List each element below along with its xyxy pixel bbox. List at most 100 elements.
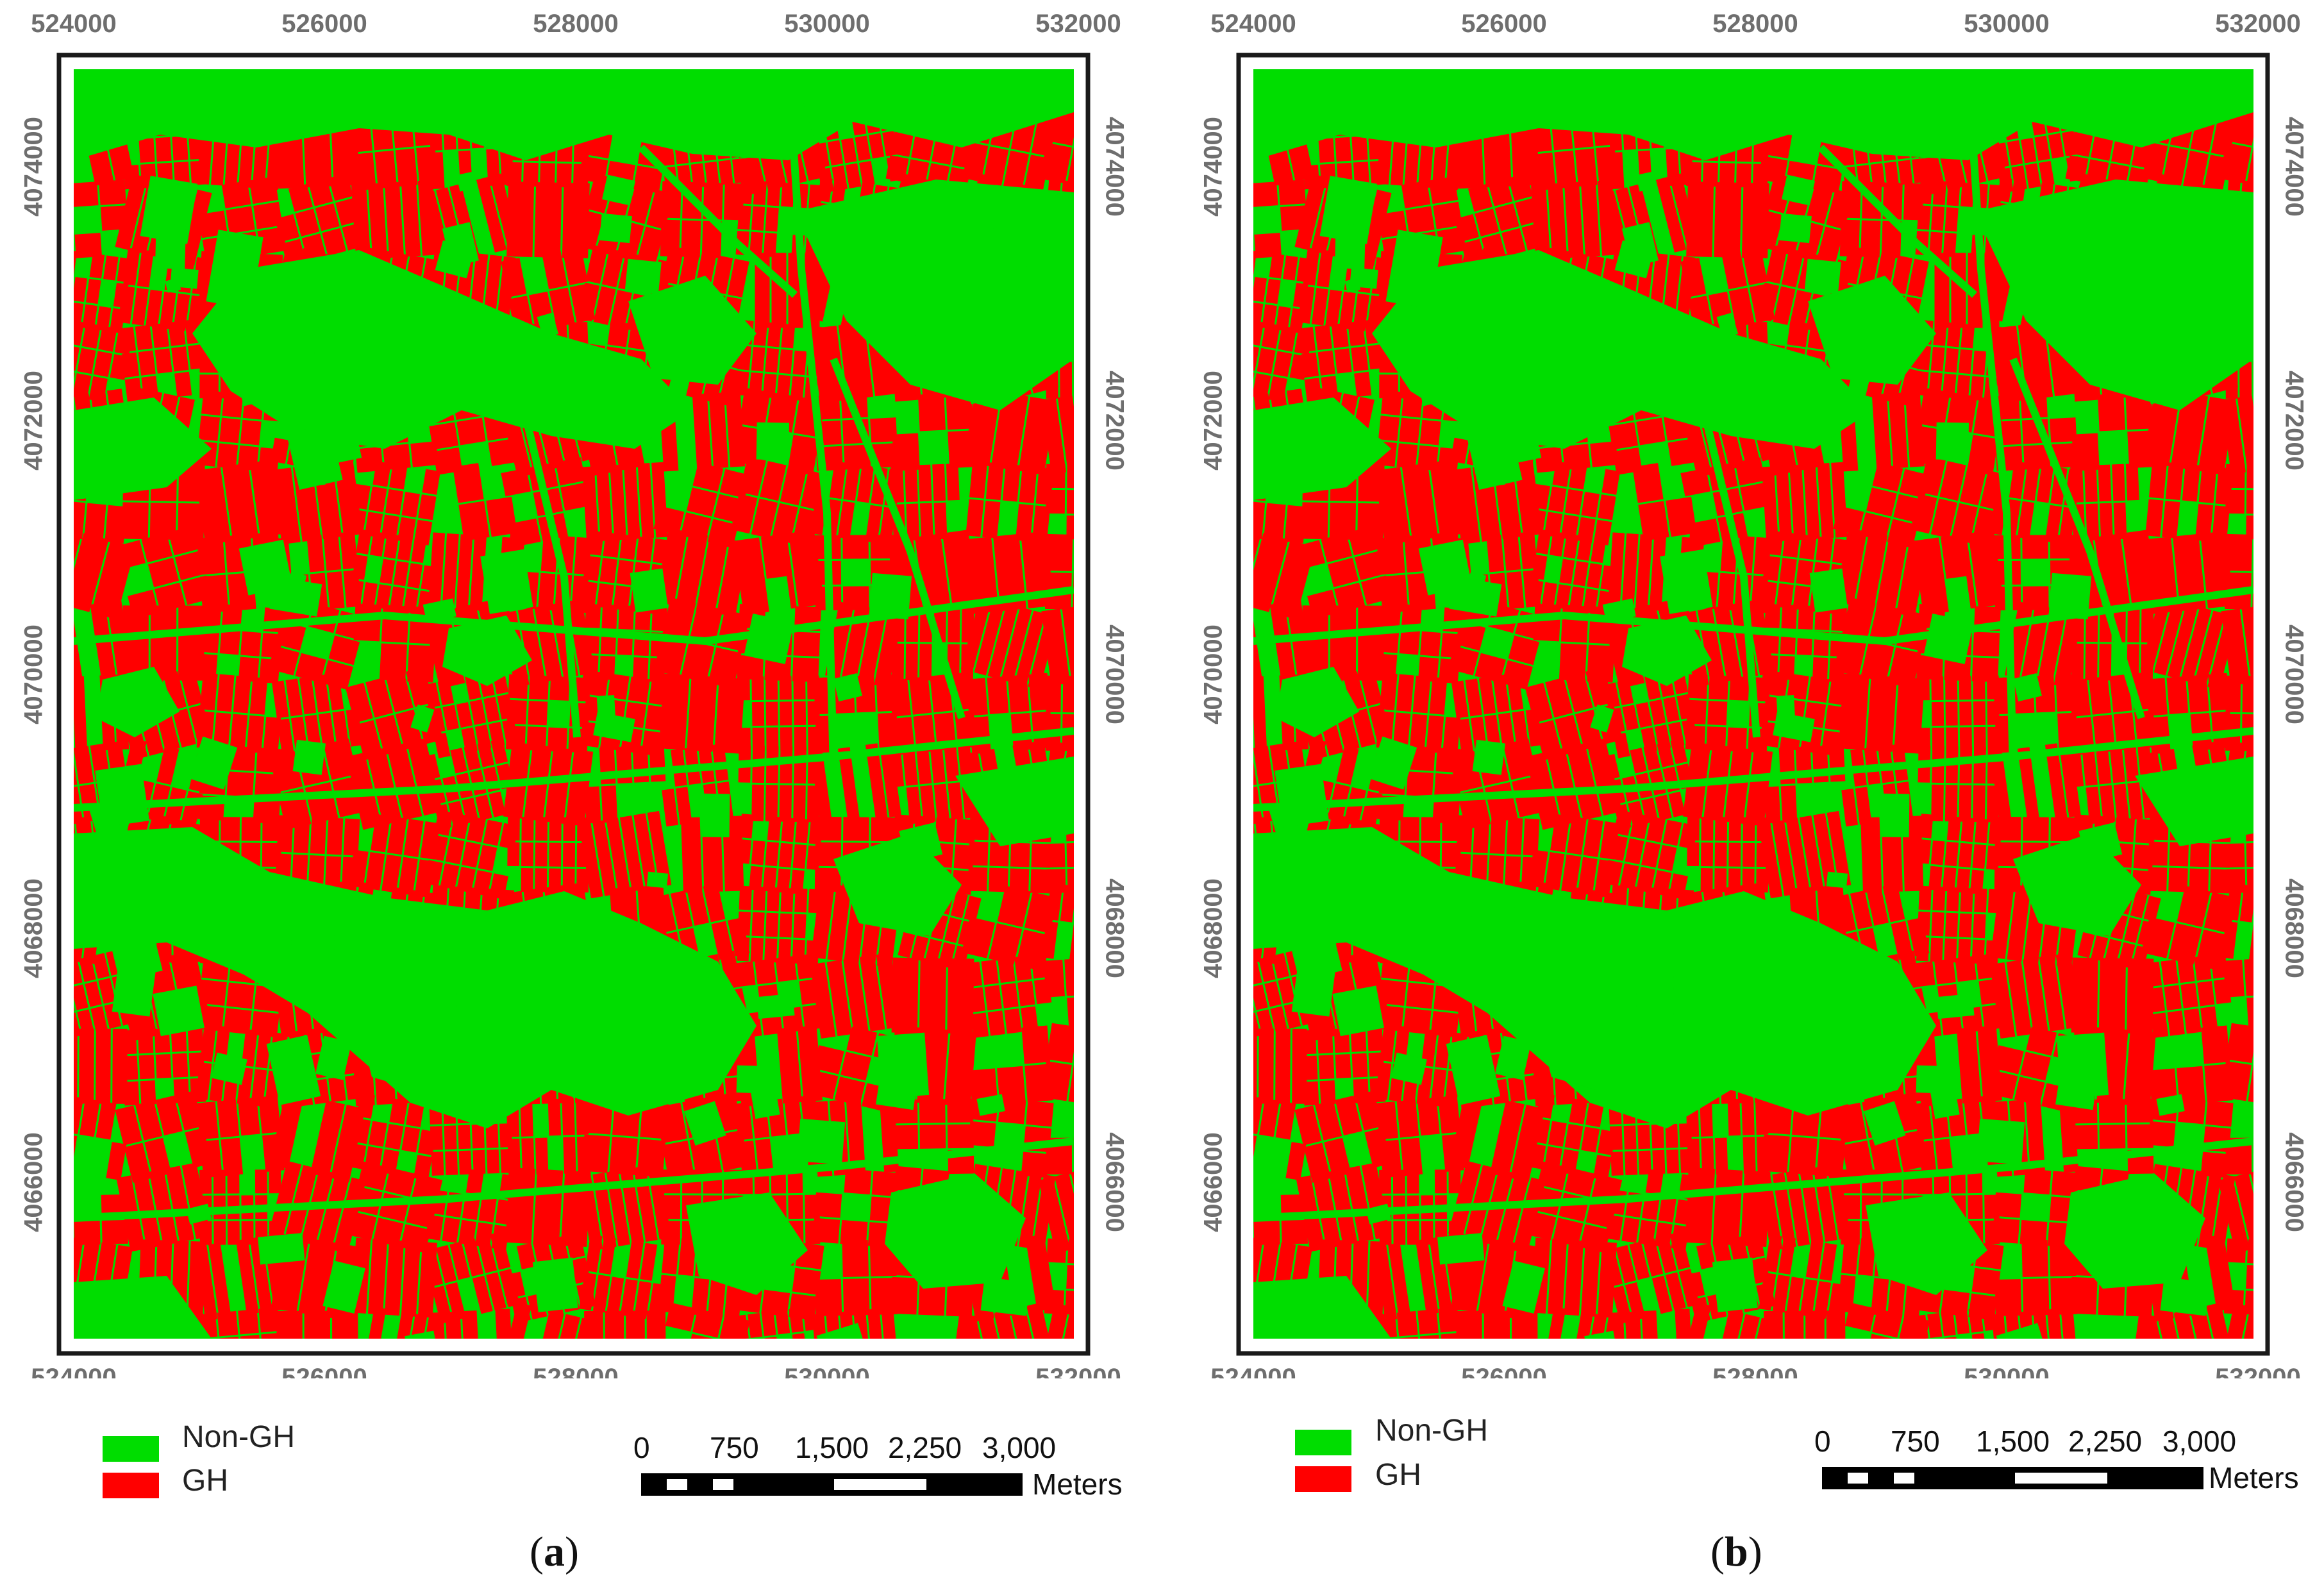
gh-parcel bbox=[253, 201, 283, 230]
gh-parcel bbox=[2177, 885, 2211, 928]
gh-parcel bbox=[1043, 959, 1065, 998]
gh-parcel bbox=[989, 923, 1023, 965]
gh-parcel-block bbox=[1916, 885, 2002, 965]
gh-parcel bbox=[529, 675, 549, 700]
gh-parcel bbox=[1429, 676, 1448, 715]
gh-parcel bbox=[1764, 1310, 1783, 1339]
gh-parcel bbox=[213, 712, 231, 751]
gh-parcel bbox=[199, 673, 218, 710]
scale-label: 0 bbox=[633, 1431, 650, 1464]
gh-parcel bbox=[1706, 726, 1726, 751]
gh-parcel bbox=[115, 1105, 142, 1146]
gh-parcel bbox=[586, 530, 605, 556]
legend-swatch-gh bbox=[103, 1473, 159, 1498]
gh-parcel bbox=[1014, 955, 1032, 981]
gh-parcel bbox=[246, 715, 265, 753]
non-gh-patch bbox=[155, 224, 186, 269]
gh-parcel bbox=[1559, 643, 1587, 682]
gh-parcel bbox=[2190, 713, 2212, 751]
gh-parcel bbox=[217, 443, 238, 469]
gh-parcel bbox=[844, 1169, 872, 1195]
gh-parcel bbox=[348, 509, 367, 535]
gh-parcel bbox=[2051, 1171, 2079, 1197]
gh-parcel bbox=[269, 1169, 281, 1194]
gh-parcel bbox=[381, 605, 410, 643]
gh-parcel bbox=[826, 960, 853, 1037]
gh-parcel bbox=[1625, 1151, 1638, 1176]
gh-parcel bbox=[765, 785, 778, 822]
gh-parcel bbox=[1319, 1080, 1336, 1105]
gh-parcel bbox=[1807, 676, 1830, 703]
gh-parcel bbox=[1622, 705, 1639, 731]
gh-parcel bbox=[968, 841, 989, 866]
gh-parcel bbox=[423, 753, 440, 780]
gh-parcel bbox=[1253, 959, 1262, 985]
gh-parcel bbox=[1583, 819, 1603, 857]
gh-parcel bbox=[812, 1217, 840, 1244]
gh-parcel bbox=[1887, 1279, 1906, 1318]
gh-parcel bbox=[1766, 530, 1784, 556]
non-gh-patch bbox=[1635, 973, 1674, 1031]
non-gh-region bbox=[2013, 833, 2141, 936]
gh-parcel bbox=[563, 817, 576, 841]
gh-parcel bbox=[1789, 464, 1807, 540]
gh-parcel bbox=[748, 1312, 763, 1338]
gh-parcel bbox=[1062, 676, 1074, 713]
gh-parcel bbox=[1376, 653, 1398, 679]
gh-parcel bbox=[1605, 1214, 1623, 1241]
gh-parcel bbox=[85, 278, 101, 305]
gh-parcel-block bbox=[584, 1310, 666, 1339]
gh-parcel bbox=[827, 140, 844, 166]
gh-parcel bbox=[544, 747, 573, 824]
gh-parcel-block bbox=[2220, 1023, 2253, 1105]
non-gh-patch bbox=[1716, 312, 1739, 339]
gh-parcel bbox=[1298, 285, 1315, 324]
gh-parcel bbox=[385, 1123, 404, 1150]
gh-parcel bbox=[946, 392, 974, 430]
gh-parcel bbox=[258, 1307, 280, 1333]
gh-parcel bbox=[79, 956, 96, 982]
gh-parcel bbox=[1564, 181, 1584, 258]
gh-parcel bbox=[1422, 1360, 1443, 1378]
gh-parcel-block bbox=[424, 810, 519, 899]
gh-parcel bbox=[692, 393, 712, 470]
gh-parcel bbox=[2194, 955, 2212, 981]
gh-parcel bbox=[317, 1173, 350, 1250]
gh-parcel bbox=[580, 581, 598, 607]
gh-parcel bbox=[1001, 983, 1019, 1008]
gh-parcel bbox=[463, 1238, 484, 1277]
gh-parcel bbox=[2272, 292, 2290, 330]
gh-parcel bbox=[1714, 868, 1727, 892]
gh-parcel bbox=[1046, 883, 1063, 921]
gh-parcel bbox=[1686, 181, 1714, 257]
gh-parcel bbox=[978, 1314, 1010, 1339]
gh-parcel bbox=[1039, 142, 1072, 184]
gh-parcel bbox=[241, 817, 261, 841]
y-tick-right: 4068000 bbox=[1100, 878, 1128, 978]
gh-parcel bbox=[1294, 174, 1327, 251]
gh-parcel bbox=[1614, 810, 1633, 836]
gh-parcel bbox=[991, 392, 1029, 471]
gh-parcel bbox=[734, 1102, 753, 1141]
non-gh-region bbox=[96, 667, 180, 737]
gh-parcel bbox=[442, 705, 459, 731]
gh-parcel bbox=[369, 531, 386, 557]
gh-parcel bbox=[948, 605, 960, 643]
non-gh-patch bbox=[266, 1035, 321, 1105]
gh-parcel bbox=[1582, 1314, 1607, 1339]
gh-parcel bbox=[762, 867, 777, 892]
gh-parcel bbox=[542, 249, 568, 290]
gh-parcel-block bbox=[2225, 464, 2253, 540]
gh-parcel-block bbox=[428, 1309, 512, 1339]
gh-parcel-block bbox=[654, 597, 750, 689]
gh-parcel bbox=[618, 605, 635, 630]
gh-parcel bbox=[326, 571, 345, 609]
gh-parcel-block bbox=[1041, 396, 1074, 474]
gh-parcel bbox=[74, 276, 88, 303]
gh-parcel bbox=[1519, 531, 1538, 569]
gh-parcel bbox=[507, 816, 520, 841]
gh-parcel bbox=[636, 226, 664, 267]
gh-parcel bbox=[838, 322, 874, 400]
gh-parcel bbox=[1407, 1221, 1419, 1245]
gh-parcel bbox=[1799, 534, 1817, 560]
